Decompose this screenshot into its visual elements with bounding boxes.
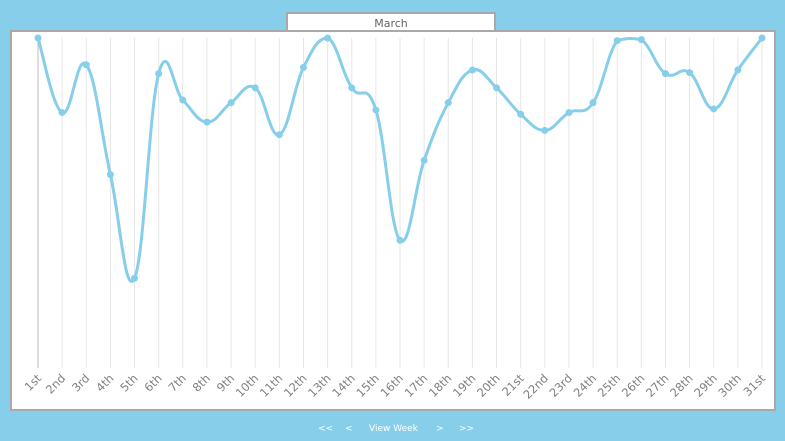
x-tick-label-18th: 18th (426, 371, 455, 400)
data-point-13th[interactable] (324, 34, 332, 42)
data-point-27th[interactable] (661, 70, 669, 78)
x-tick-label-13th: 13th (305, 371, 334, 400)
data-point-16th[interactable] (396, 236, 404, 244)
x-tick-label-8th: 8th (190, 371, 213, 394)
data-point-7th[interactable] (179, 96, 187, 104)
chart-panel: 1st 2nd 3rd 4th 5th 6th 7th 8th 9th 10th 11th 12th 1… (10, 30, 776, 411)
x-tick-label-10th: 10th (233, 371, 262, 400)
x-tick-label-27th: 27th (643, 371, 672, 400)
x-tick-label-25th: 25th (595, 371, 624, 400)
x-tick-label-20th: 20th (474, 371, 503, 400)
data-point-28th[interactable] (686, 69, 694, 77)
x-tick-label-29th: 29th (691, 371, 720, 400)
data-point-31st[interactable] (758, 34, 766, 42)
data-point-18th[interactable] (444, 99, 452, 107)
data-points (34, 34, 766, 282)
data-point-15th[interactable] (372, 106, 380, 114)
data-point-2nd[interactable] (58, 109, 66, 117)
x-tick-label-4th: 4th (93, 371, 116, 394)
x-tick-label-16th: 16th (378, 371, 407, 400)
x-tick-label-31st: 31st (740, 371, 768, 399)
x-tick-label-14th: 14th (329, 371, 358, 400)
x-tick-label-7th: 7th (165, 371, 188, 394)
week-navigation: << < View Week > >> (0, 422, 785, 438)
data-point-5th[interactable] (131, 274, 139, 282)
data-point-21st[interactable] (517, 110, 525, 118)
x-tick-label-15th: 15th (353, 371, 382, 400)
x-tick-label-23rd: 23rd (546, 371, 575, 400)
month-title: March (374, 17, 408, 30)
month-title-tab: March (286, 12, 496, 31)
data-point-6th[interactable] (155, 70, 163, 78)
data-point-23rd[interactable] (565, 109, 573, 117)
data-point-10th[interactable] (251, 84, 259, 92)
x-tick-label-22nd: 22nd (520, 371, 551, 402)
data-point-25th[interactable] (613, 37, 621, 45)
data-point-22nd[interactable] (541, 126, 549, 134)
last-week-button[interactable]: >> (459, 424, 475, 434)
x-tick-label-6th: 6th (141, 371, 164, 394)
data-point-4th[interactable] (106, 171, 114, 179)
x-tick-label-2nd: 2nd (43, 371, 68, 396)
series-line-group (36, 36, 764, 283)
next-week-button[interactable]: > (436, 424, 444, 434)
data-point-11th[interactable] (275, 131, 283, 139)
x-tick-label-5th: 5th (117, 371, 140, 394)
grid-lines (37, 38, 763, 368)
first-week-button[interactable]: << (318, 424, 334, 434)
view-week-button[interactable]: View Week (369, 424, 418, 434)
data-point-8th[interactable] (203, 118, 211, 126)
series-line (36, 36, 764, 283)
data-point-3rd[interactable] (82, 61, 90, 69)
x-tick-label-30th: 30th (715, 371, 744, 400)
x-tick-label-19th: 19th (450, 371, 479, 400)
data-point-26th[interactable] (637, 36, 645, 44)
data-point-12th[interactable] (299, 63, 307, 71)
data-point-20th[interactable] (493, 84, 501, 92)
x-tick-label-12th: 12th (281, 371, 310, 400)
data-point-29th[interactable] (710, 105, 718, 113)
data-point-1st[interactable] (34, 34, 42, 42)
data-point-9th[interactable] (227, 99, 235, 107)
x-tick-label-26th: 26th (619, 371, 648, 400)
x-tick-label-1st: 1st (22, 371, 45, 394)
x-tick-label-24th: 24th (571, 371, 600, 400)
x-tick-label-3rd: 3rd (69, 371, 92, 394)
x-tick-label-11th: 11th (257, 371, 286, 400)
x-tick-label-28th: 28th (667, 371, 696, 400)
previous-week-button[interactable]: < (345, 424, 353, 434)
data-point-24th[interactable] (589, 99, 597, 107)
data-point-17th[interactable] (420, 156, 428, 164)
data-point-30th[interactable] (734, 66, 742, 74)
x-tick-label-17th: 17th (402, 371, 431, 400)
data-point-14th[interactable] (348, 84, 356, 92)
data-point-19th[interactable] (468, 66, 476, 74)
